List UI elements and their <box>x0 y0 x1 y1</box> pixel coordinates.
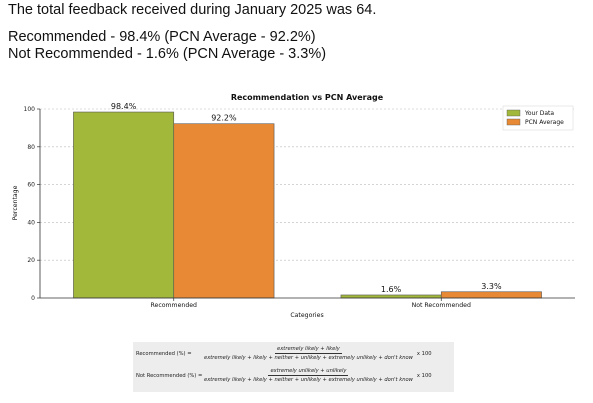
not-recommended-denominator: extremely likely + likely + neither + un… <box>204 377 413 383</box>
not-recommended-multiplier: x 100 <box>416 372 432 379</box>
not-recommended-numerator: extremely unlikely + unlikely <box>268 368 349 376</box>
x-tick-label: Recommended <box>151 302 198 309</box>
recommended-multiplier: x 100 <box>416 350 432 357</box>
bar <box>440 291 542 299</box>
y-axis-label: Percentage <box>12 185 19 220</box>
y-tick-label: 80 <box>27 144 35 151</box>
y-tick-label: 0 <box>31 295 35 302</box>
legend-label: PCN Average <box>525 119 564 126</box>
bar <box>173 123 275 299</box>
recommended-formula-label: Recommended (%) = <box>136 350 192 357</box>
formula-box: Recommended (%) = extremely likely + lik… <box>133 342 454 392</box>
chart-title: Recommendation vs PCN Average <box>231 93 384 102</box>
y-tick-label: 20 <box>27 257 35 264</box>
bar-data-label: 1.6% <box>381 285 402 294</box>
recommended-denominator: extremely likely + likely + neither + un… <box>204 355 413 361</box>
total-feedback-text: The total feedback received during Janua… <box>8 2 377 18</box>
recommendation-chart: Recommendation vs PCN Average 98.4% 92.2%… <box>12 93 575 319</box>
x-axis-label: Categories <box>290 312 323 319</box>
not-recommended-fraction: extremely unlikely + unlikely extremely … <box>202 368 415 383</box>
not-recommended-summary: Not Recommended - 1.6% (PCN Average - 3.… <box>8 46 327 62</box>
bar-data-label: 3.3% <box>481 282 502 291</box>
legend-label: Your Data <box>524 110 554 117</box>
chart-legend: Your Data PCN Average <box>502 105 574 131</box>
not-recommended-formula-label: Not Recommended (%) = <box>136 372 203 379</box>
y-tick-label: 60 <box>27 182 35 189</box>
summary-text: The total feedback received during Janua… <box>8 2 588 63</box>
legend-swatch <box>506 109 521 117</box>
not-recommended-formula: Not Recommended (%) = extremely unlikely… <box>136 368 432 383</box>
bar <box>73 111 175 299</box>
y-tick-label: 100 <box>24 106 36 113</box>
recommended-summary: Recommended - 98.4% (PCN Average - 92.2%… <box>8 29 316 45</box>
x-tick-label: Not Recommended <box>412 302 471 309</box>
y-tick-label: 40 <box>27 219 35 226</box>
bar-data-label: 98.4% <box>111 102 137 111</box>
bar <box>340 294 442 299</box>
recommended-formula: Recommended (%) = extremely likely + lik… <box>136 346 432 361</box>
recommended-numerator: extremely likely + likely <box>275 346 342 354</box>
legend-swatch <box>506 118 521 126</box>
legend-box <box>502 105 574 131</box>
bar-data-label: 92.2% <box>211 114 237 123</box>
recommended-fraction: extremely likely + likely extremely like… <box>202 346 415 361</box>
